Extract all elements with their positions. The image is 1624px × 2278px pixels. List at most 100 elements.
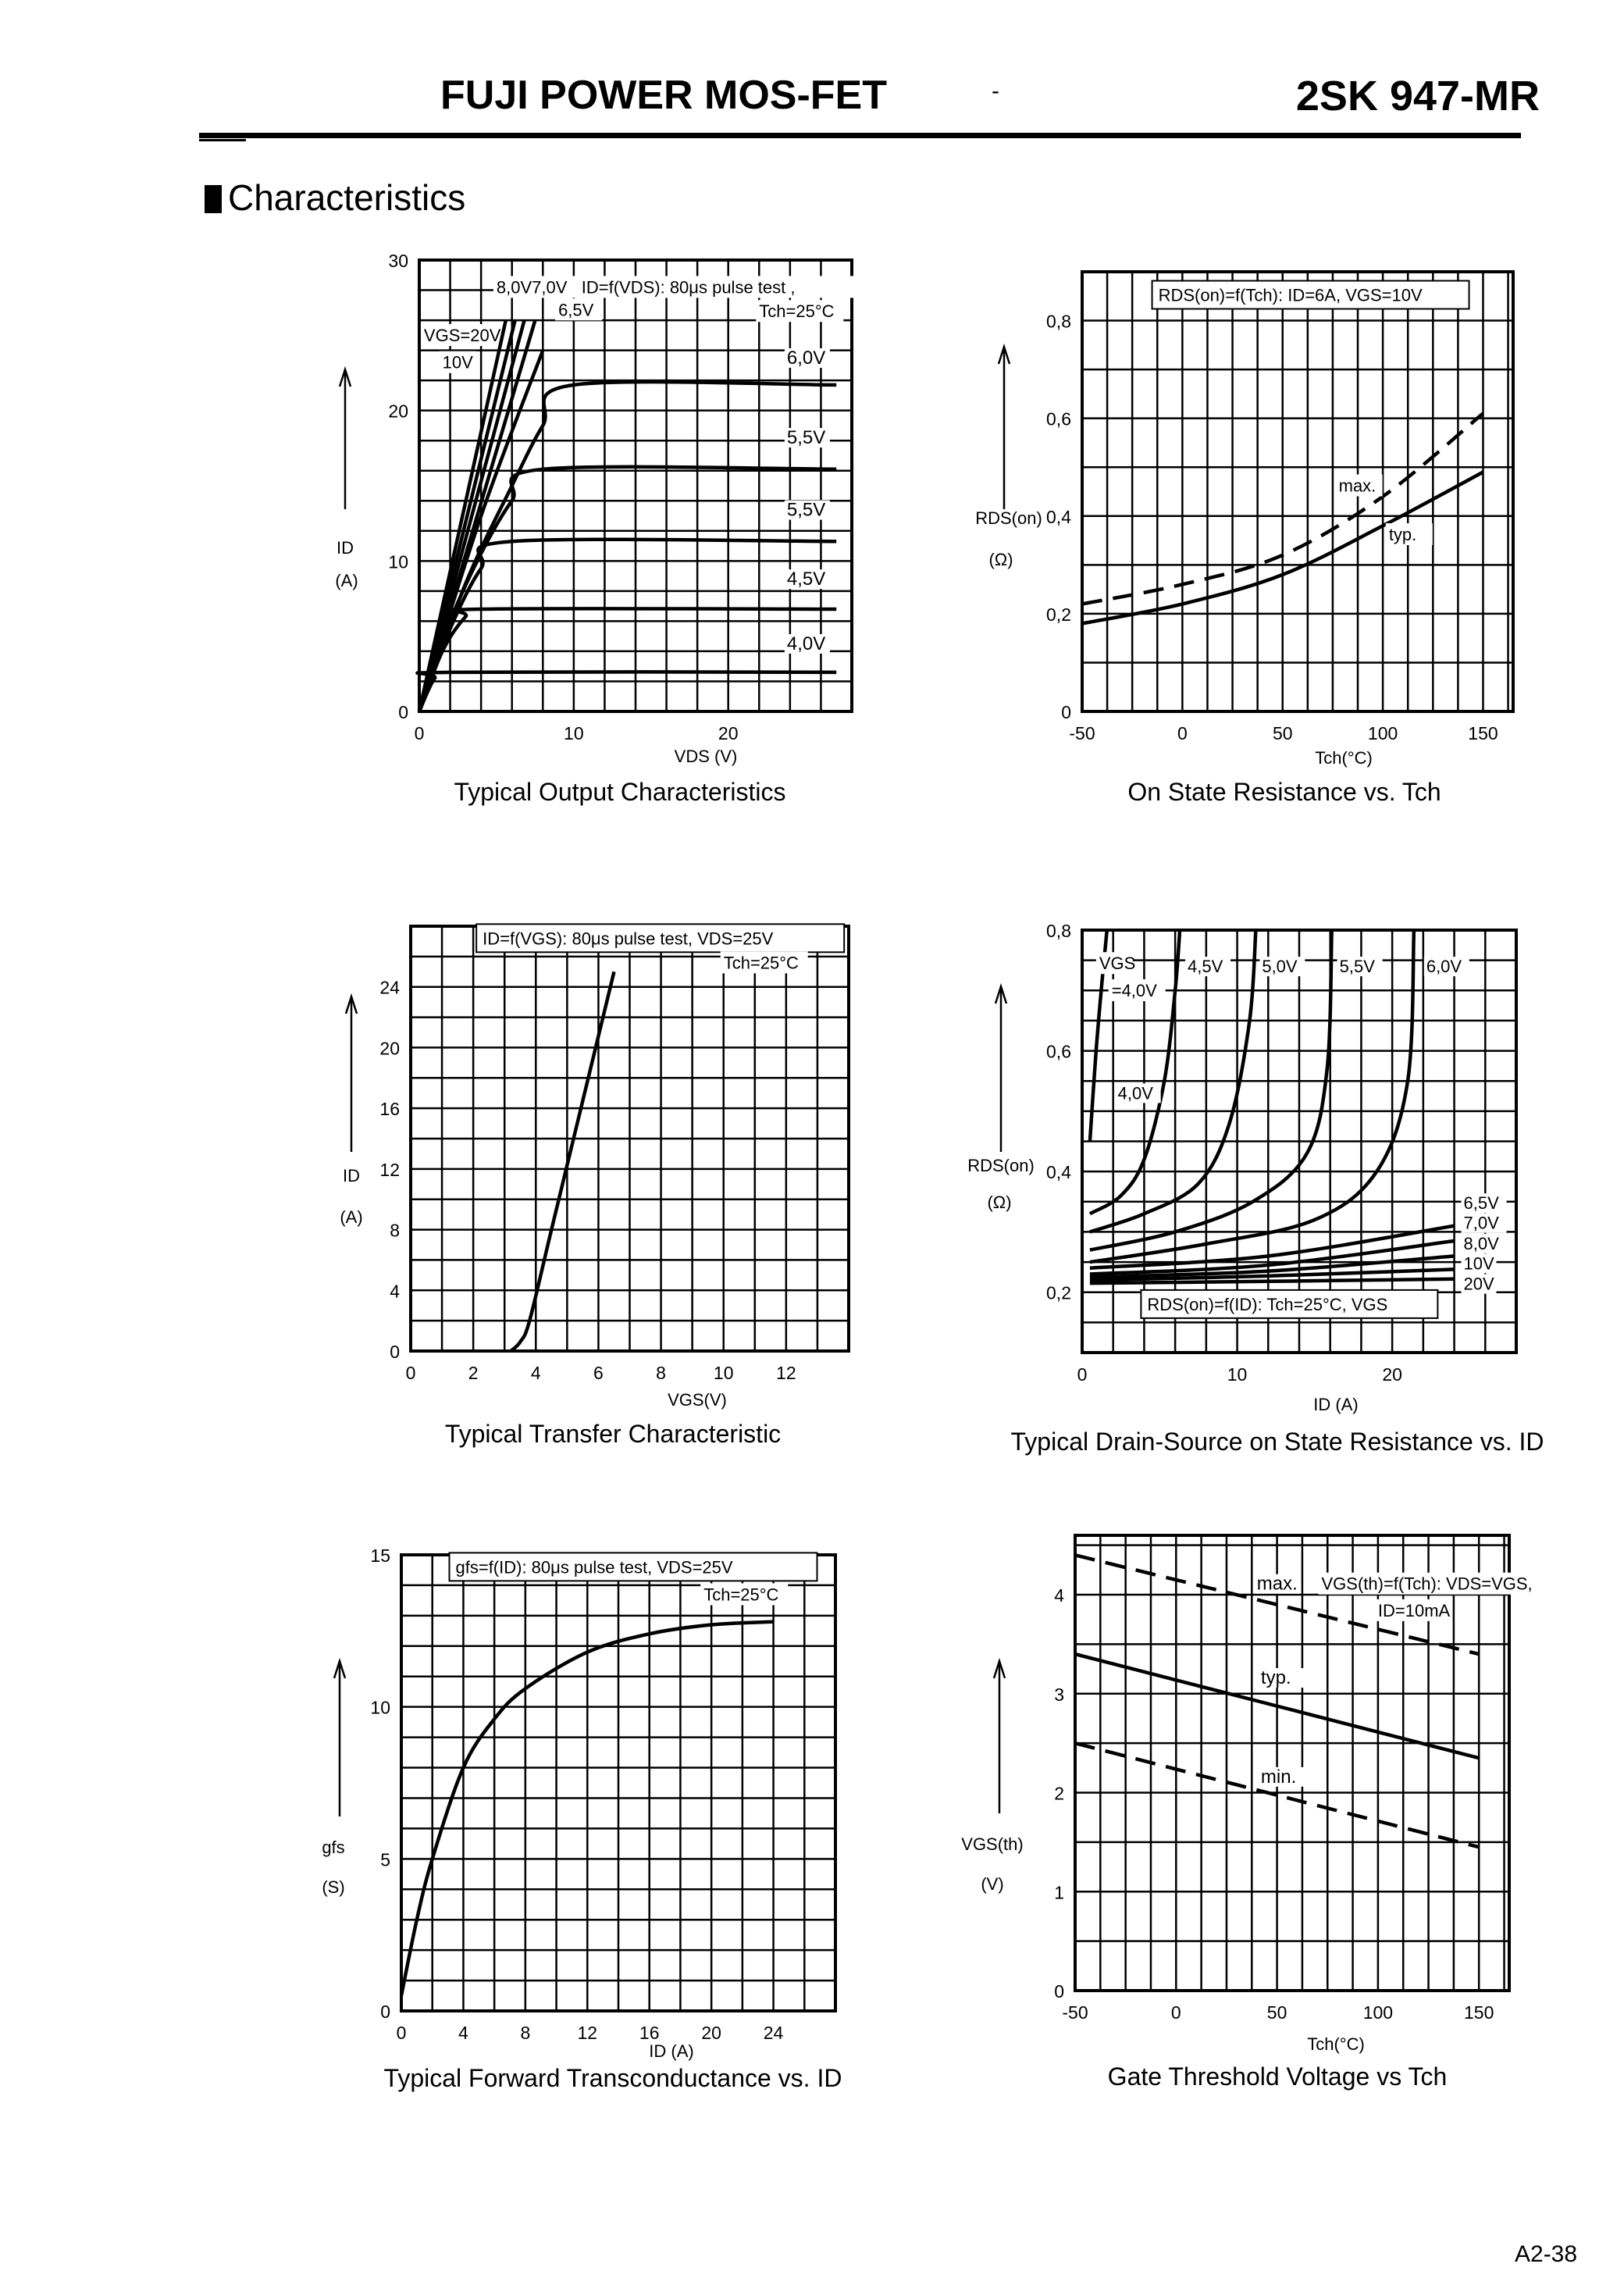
- arrow-up-icon: [333, 1657, 347, 1679]
- section-title: Characteristics: [228, 177, 466, 218]
- x-axis-label: Tch(°C): [1315, 748, 1373, 768]
- x-tick-label: 20: [718, 723, 739, 743]
- series-line: [415, 670, 837, 712]
- series-label-bg: [1461, 1274, 1497, 1294]
- y-tick-label: 10: [388, 551, 408, 572]
- y-tick-label: 0,6: [1046, 1042, 1071, 1062]
- y-axis-label: gfs: [322, 1838, 344, 1857]
- series-label: 5,5V: [1340, 957, 1376, 976]
- x-axis-label: ID (A): [649, 2041, 693, 2061]
- series-label: 4,5V: [787, 569, 825, 590]
- y-tick-label: 10: [370, 1698, 390, 1718]
- x-tick-label: 100: [1368, 723, 1398, 743]
- y-tick-label: 0: [398, 702, 408, 722]
- y-axis-unit: (V): [981, 1874, 1003, 1894]
- series-label-bg: [1258, 1766, 1304, 1787]
- annotation: Tch=25°C: [759, 301, 834, 321]
- y-axis-unit: (A): [340, 1207, 362, 1227]
- x-tick-label: 10: [564, 723, 584, 743]
- y-axis-label: RDS(on): [975, 508, 1042, 528]
- x-tick-label: -50: [1062, 2002, 1088, 2023]
- series-label-bg: [1461, 1193, 1507, 1214]
- series-label-bg: [1461, 1213, 1507, 1233]
- series-label: 4,5V: [1188, 957, 1223, 976]
- series-label: 6,0V: [1426, 957, 1462, 976]
- chart-caption: Typical Transfer Characteristic: [445, 1420, 781, 1448]
- y-tick-label: 30: [388, 251, 408, 271]
- series-line: [399, 1620, 774, 1996]
- chart-1: 0 10 20 0 10 20 30 4,0V 4,5V 5,5V 5,5V 6,0V 8,0V7,0V…: [335, 251, 869, 806]
- series-label: 4,0V: [787, 633, 825, 654]
- series-line: [1089, 1277, 1455, 1285]
- series-line: [1081, 470, 1484, 626]
- chart-caption: Gate Threshold Voltage vs Tch: [1108, 2062, 1448, 2091]
- x-tick-label: 0: [1077, 1364, 1088, 1385]
- series-label-bg: [1115, 1083, 1161, 1103]
- arrow-up-icon: [997, 343, 1011, 365]
- x-axis-label: Tch(°C): [1307, 2034, 1365, 2054]
- x-axis-label: VGS(V): [668, 1390, 727, 1410]
- series-line: [1074, 1741, 1480, 1849]
- series-label-bg: [1254, 1574, 1300, 1594]
- annotation: RDS(on)=f(Tch): ID=6A, VGS=10V: [1159, 286, 1423, 305]
- series-label: 8,0V: [1463, 1234, 1499, 1253]
- y-tick-label: 1: [1054, 1882, 1064, 1902]
- series-label-bg: [784, 634, 830, 654]
- x-tick-label: 10: [1227, 1364, 1248, 1385]
- page-number: A2-38: [1515, 2241, 1578, 2267]
- x-tick-label: 0: [415, 723, 425, 743]
- condition-box: [475, 923, 846, 954]
- annotation-bg: [700, 1583, 789, 1606]
- x-tick-label: 150: [1464, 2002, 1494, 2023]
- y-tick-label: 0: [1054, 1981, 1064, 2002]
- annotation-bg: [493, 276, 581, 298]
- y-tick-label: 0,8: [1046, 312, 1071, 332]
- series-line: [417, 319, 508, 712]
- plot-frame: [418, 258, 853, 713]
- x-tick-label: 0: [406, 1363, 416, 1383]
- series-line: [1089, 1224, 1455, 1271]
- series-line: [1089, 1239, 1455, 1276]
- series-label-bg: [1185, 957, 1231, 977]
- series-line: [417, 380, 837, 712]
- y-tick-label: 20: [379, 1038, 400, 1058]
- annotation: ID=f(VDS): 80μs pulse test ,: [582, 277, 796, 297]
- series-line: [1088, 929, 1182, 1216]
- series-label: max.: [1257, 1574, 1298, 1595]
- y-tick-label: 12: [379, 1160, 400, 1180]
- y-tick-label: 16: [379, 1099, 400, 1119]
- annotation: gfs=f(ID): 80μs pulse test, VDS=25V: [456, 1557, 733, 1577]
- y-axis-unit: (Ω): [988, 550, 1013, 569]
- annotation-bg: [578, 276, 869, 298]
- x-tick-label: 2: [468, 1363, 479, 1383]
- series-line: [1089, 1254, 1455, 1279]
- y-axis-label: VGS(th): [961, 1834, 1023, 1854]
- series-label: 7,0V: [1463, 1214, 1499, 1233]
- series-label-bg: [784, 500, 830, 520]
- part-number: 2SK 947-MR: [1295, 73, 1540, 119]
- series-label-bg: [1461, 1253, 1497, 1274]
- y-tick-label: 0,8: [1046, 921, 1071, 941]
- x-tick-label: 12: [577, 2023, 597, 2043]
- series-label: 4,0V: [1118, 1083, 1154, 1103]
- annotation: 6,5V: [558, 300, 594, 319]
- annotation-bg: [720, 951, 808, 974]
- x-tick-label: 12: [776, 1363, 796, 1383]
- annotation-bg: [420, 324, 498, 347]
- y-tick-label: 0,4: [1046, 507, 1071, 527]
- annotation-bg: [1318, 1572, 1569, 1595]
- annotation-bg: [1335, 474, 1383, 497]
- header-rule: [199, 133, 1521, 138]
- x-tick-label: 24: [764, 2023, 784, 2043]
- series-line: [1074, 1553, 1480, 1656]
- x-tick-label: 100: [1363, 2002, 1393, 2023]
- x-tick-label: 50: [1267, 2002, 1287, 2023]
- header-title: FUJI POWER MOS-FET: [440, 73, 887, 118]
- chart-caption: Typical Drain-Source on State Resistance…: [1011, 1428, 1544, 1456]
- series-label-bg: [784, 348, 830, 368]
- bullet-square-icon: [205, 185, 222, 213]
- x-tick-label: 20: [701, 2023, 721, 2043]
- x-tick-label: 0: [397, 2023, 407, 2043]
- annotation: ID=10mA: [1378, 1601, 1451, 1620]
